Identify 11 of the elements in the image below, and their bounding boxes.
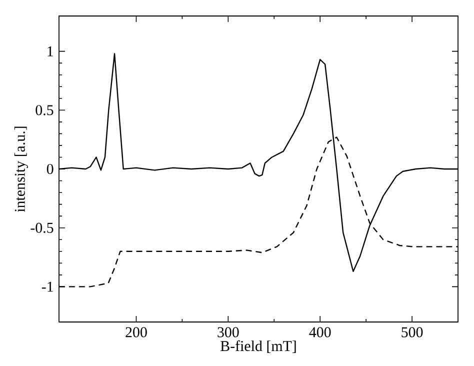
y-tick-label: 0: [46, 164, 54, 174]
y-tick-label: -0.5: [30, 222, 54, 233]
y-axis-title: intensity [a.u.]: [14, 126, 28, 212]
y-tick-label: 0.5: [36, 105, 54, 116]
y-tick-label: -1: [42, 282, 53, 292]
x-axis-title: B-field [mT]: [220, 340, 296, 353]
x-tick-label: 200: [126, 327, 147, 338]
x-tick-label: 500: [402, 327, 423, 338]
x-tick-label: 300: [218, 327, 239, 338]
y-tick-label: 1: [48, 46, 53, 56]
x-tick-label: 400: [309, 327, 331, 338]
